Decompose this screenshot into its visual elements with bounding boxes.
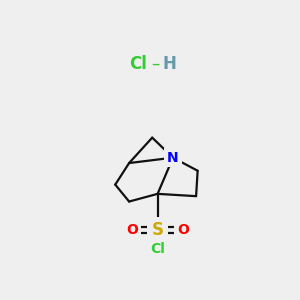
Text: –: – xyxy=(151,55,160,73)
Text: Cl: Cl xyxy=(150,242,165,256)
Text: S: S xyxy=(152,221,164,239)
Text: Cl: Cl xyxy=(129,56,147,74)
Text: N: N xyxy=(167,151,179,165)
Text: O: O xyxy=(177,223,189,237)
Text: O: O xyxy=(126,223,138,237)
Text: H: H xyxy=(162,56,176,74)
